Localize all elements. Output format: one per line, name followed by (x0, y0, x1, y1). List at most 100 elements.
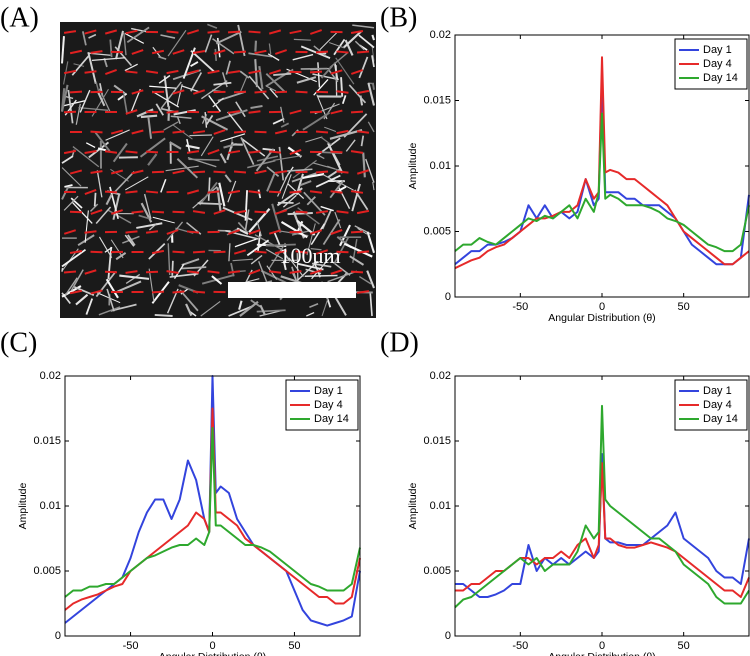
fiber (265, 248, 284, 260)
fiber (105, 129, 130, 141)
orientation-dash (192, 290, 206, 294)
orientation-dash (356, 50, 370, 54)
orientation-dash (254, 250, 267, 254)
fiber (61, 186, 69, 200)
orientation-dash (213, 129, 226, 135)
fiber (125, 273, 141, 284)
fiber (190, 49, 216, 73)
orientation-dash (63, 69, 77, 75)
fiber (190, 61, 199, 68)
fiber (254, 59, 258, 88)
fiber (88, 33, 97, 39)
x-tick-label: 0 (209, 640, 215, 652)
fiber (95, 206, 112, 224)
y-tick-label: 0.02 (430, 370, 451, 382)
fiber (114, 30, 124, 60)
x-tick-label: 0 (599, 640, 605, 652)
fiber (309, 302, 319, 308)
fiber (257, 189, 262, 199)
orientation-dash (207, 270, 220, 274)
fiber (152, 90, 180, 108)
orientation-dash (69, 169, 83, 175)
fiber (67, 89, 74, 124)
fiber (237, 24, 246, 57)
fiber (73, 63, 85, 67)
axes-frame (454, 34, 750, 298)
fiber (155, 103, 165, 116)
orientation-dash (111, 209, 123, 215)
fiber (273, 72, 292, 77)
x-tick-label: -50 (512, 640, 528, 652)
orientation-dash (309, 229, 323, 235)
x-axis-label: Angular Distribution (θ) (548, 312, 655, 324)
fiber (250, 254, 263, 265)
orientation-dash (145, 190, 159, 194)
orientation-dash (268, 69, 282, 75)
fiber (256, 309, 286, 313)
series-line (454, 112, 750, 253)
fiber (239, 70, 250, 79)
orientation-dash (84, 189, 97, 195)
fiber (324, 126, 337, 133)
fiber (94, 131, 111, 152)
fiber (292, 53, 314, 61)
fiber (327, 270, 358, 283)
fiber (267, 53, 280, 61)
orientation-dash (207, 30, 220, 34)
fiber (302, 173, 325, 180)
fiber (320, 136, 332, 146)
y-tick-label: 0.015 (423, 435, 451, 447)
fiber (353, 189, 369, 211)
fiber (329, 180, 344, 199)
fiber (61, 292, 71, 304)
fiber (96, 291, 121, 304)
fiber (158, 55, 167, 60)
orientation-dash (213, 209, 226, 215)
fiber (329, 128, 363, 140)
orientation-dash (84, 230, 97, 234)
orientation-dash (356, 130, 370, 134)
orientation-dash (192, 210, 206, 214)
fiber (136, 108, 154, 118)
fiber (352, 24, 375, 29)
orientation-dash (172, 130, 185, 134)
orientation-dash (356, 89, 370, 95)
orientation-dash (207, 190, 220, 194)
fiber (304, 274, 338, 278)
fiber (340, 77, 344, 97)
fiber (205, 114, 214, 126)
orientation-dash (356, 290, 370, 294)
fiber (185, 303, 193, 317)
fiber (200, 300, 221, 317)
fiber (158, 74, 171, 84)
fiber (244, 190, 249, 221)
fiber (173, 109, 196, 116)
axes-frame (454, 375, 750, 637)
orientation-dash (172, 49, 185, 55)
orientation-dash (131, 49, 144, 55)
fiber (362, 152, 366, 178)
fiber (254, 40, 258, 52)
fiber (256, 221, 262, 237)
orientation-dash (145, 70, 159, 74)
orientation-dash (350, 270, 364, 274)
fiber (181, 258, 200, 266)
orientation-dash (227, 110, 241, 114)
orientation-dash (90, 50, 103, 54)
orientation-dash (166, 229, 179, 235)
fiber (220, 133, 246, 143)
fiber (201, 114, 208, 124)
fiber (230, 262, 235, 277)
orientation-dash (233, 130, 247, 134)
orientation-dash (125, 70, 138, 74)
fiber (138, 214, 150, 220)
fiber (367, 121, 375, 133)
fiber (63, 195, 79, 211)
fiber (306, 312, 315, 317)
orientation-dash (336, 90, 349, 94)
fiber (280, 221, 308, 239)
x-tick-label: -50 (512, 301, 528, 313)
y-tick-label: 0 (445, 630, 451, 642)
fiber (117, 280, 142, 293)
fiber (349, 255, 365, 266)
